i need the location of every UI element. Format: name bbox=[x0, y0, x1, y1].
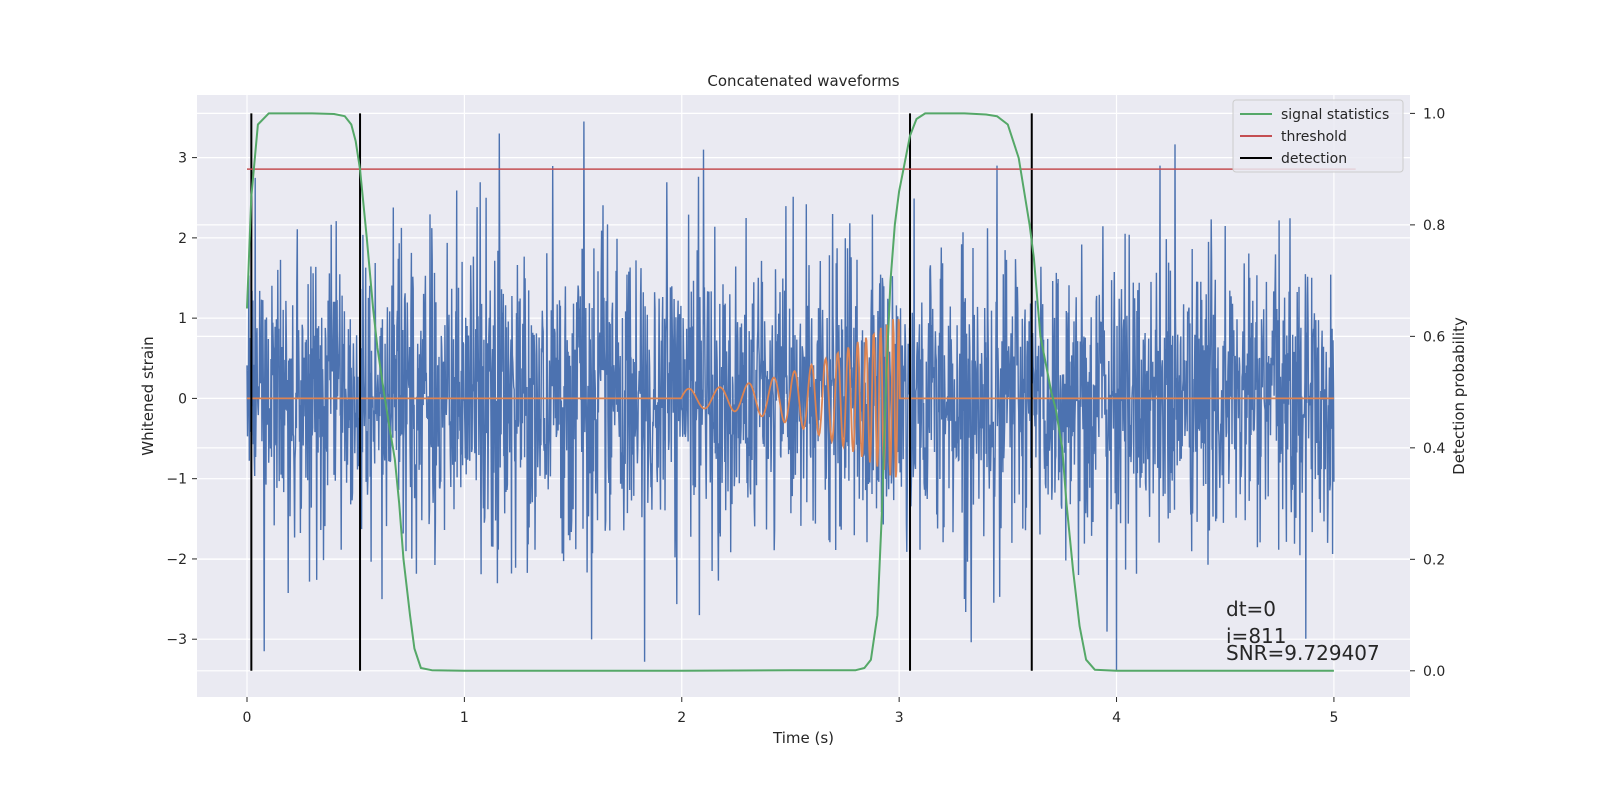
y2-tick-label: 0.4 bbox=[1423, 441, 1445, 457]
x-tick-label: 3 bbox=[895, 710, 904, 726]
x-tick-label: 4 bbox=[1112, 710, 1121, 726]
y2-tick-label: 0.0 bbox=[1423, 664, 1445, 680]
y2-tick-label: 1.0 bbox=[1423, 106, 1445, 122]
legend-label-signal-statistics: signal statistics bbox=[1281, 107, 1389, 123]
chart-title: Concatenated waveforms bbox=[707, 72, 899, 90]
series-line-signal-statistics bbox=[246, 112, 1334, 672]
y-tick-label: 2 bbox=[178, 231, 187, 247]
series-line-whitened-strain bbox=[246, 121, 1335, 672]
plot-content bbox=[246, 112, 1356, 672]
x-tick-label: 1 bbox=[460, 710, 469, 726]
annotation-dt: dt=0 bbox=[1226, 597, 1276, 621]
legend-label-threshold: threshold bbox=[1281, 129, 1347, 145]
x-tick-label: 5 bbox=[1329, 710, 1338, 726]
y-tick-label: 0 bbox=[178, 391, 187, 407]
y-tick-label: −1 bbox=[166, 472, 187, 488]
x-tick-label: 2 bbox=[677, 710, 686, 726]
legend-entry-signal-statistics: signal statistics bbox=[1240, 107, 1389, 123]
y-tick-label: 3 bbox=[178, 151, 187, 167]
y-axis-label: Whitened strain bbox=[139, 336, 157, 455]
y-tick-label: 1 bbox=[178, 311, 187, 327]
y-tick-label: −3 bbox=[166, 632, 187, 648]
series-line-template bbox=[247, 318, 1334, 478]
y2-axis-label: Detection probability bbox=[1450, 317, 1468, 475]
annotation-snr: SNR=9.729407 bbox=[1226, 641, 1380, 665]
y2-tick-label: 0.8 bbox=[1423, 218, 1445, 234]
legend-label-detection: detection bbox=[1281, 151, 1347, 167]
axes: 0 1 2 3 4 5 −3 −2 −1 0 1 2 3 0.0 0.2 0.4 0.6 0.8 1.0 bbox=[166, 106, 1445, 726]
x-tick-label: 0 bbox=[243, 710, 252, 726]
legend-entry-threshold: threshold bbox=[1240, 129, 1347, 145]
legend: signal statistics threshold detection bbox=[1232, 99, 1404, 173]
y-tick-label: −2 bbox=[166, 552, 187, 568]
y2-tick-label: 0.2 bbox=[1423, 552, 1445, 568]
x-axis-label: Time (s) bbox=[772, 729, 834, 747]
legend-entry-detection: detection bbox=[1240, 151, 1347, 167]
data-marks bbox=[246, 112, 1356, 672]
y2-tick-label: 0.6 bbox=[1423, 329, 1445, 345]
legend-box bbox=[1232, 99, 1404, 173]
annotation-index: i=811 bbox=[1226, 624, 1287, 648]
